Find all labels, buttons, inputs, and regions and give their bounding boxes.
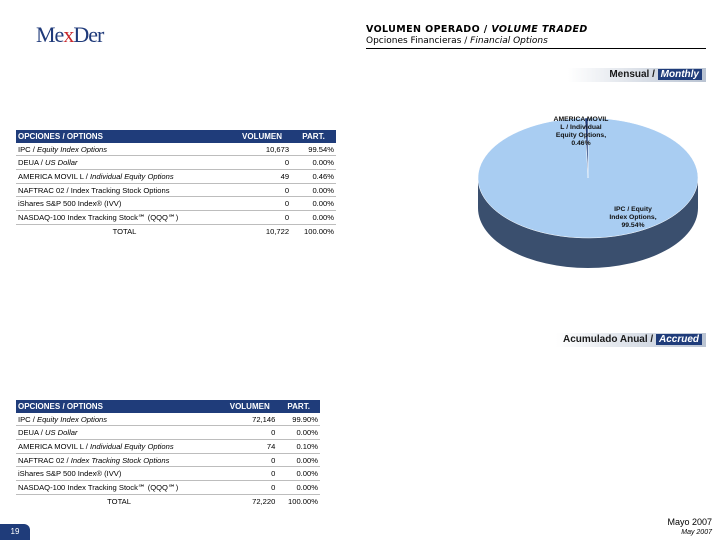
pie-label-america-movil: AMERICA MOVIL L / Individual Equity Opti… [553, 116, 609, 147]
total-volume: 10,722 [265, 226, 290, 236]
footer-date-es: Mayo 2007 [667, 517, 712, 527]
col-header-volume: VOLUMEN [232, 130, 292, 143]
option-part: 99.54% [291, 142, 336, 157]
footer-date-en: May 2007 [681, 529, 712, 536]
page-subtitle: Opciones Financieras / Financial Options [366, 36, 548, 46]
table-row: IPC / Equity Index Options 72,146 99.90% [16, 412, 320, 427]
option-part: 0.00% [291, 210, 336, 225]
total-part: 100.00% [304, 226, 334, 236]
total-volume: 72,220 [252, 496, 276, 506]
table-row: DEUA / US Dollar 0 0.00% [16, 425, 320, 441]
table-row: NAFTRAC 02 / Index Tracking Stock Option… [16, 183, 336, 198]
pie-label-ipc: IPC / Equity Index Options, 99.54% [609, 206, 657, 229]
option-part: 99.90% [277, 412, 320, 427]
col-header-options: OPCIONES / OPTIONS [16, 400, 223, 413]
option-volume: 72,146 [222, 412, 278, 427]
monthly-banner: Mensual / Monthly [568, 68, 706, 82]
option-part: 0.10% [277, 439, 320, 454]
option-part: 0.00% [277, 453, 320, 468]
table-row: NASDAQ-100 Index Tracking Stock℠ (QQQ℠) 0… [16, 480, 320, 495]
table-row: AMERICA MOVIL L / Individual Equity Opti… [16, 439, 320, 454]
total-row: TOTAL 10,722 100.00% [16, 224, 336, 237]
option-name: NASDAQ-100 Index Tracking Stock℠ (QQQ℠) [16, 480, 223, 495]
monthly-options-table: OPCIONES / OPTIONS VOLUMEN PART. IPC / E… [16, 130, 336, 238]
page-number: 19 [0, 524, 30, 540]
option-name: NASDAQ-100 Index Tracking Stock℠ (QQQ℠) [16, 210, 233, 225]
mexder-logo: MexDer [36, 22, 104, 47]
total-label: TOTAL [107, 496, 131, 506]
option-volume: 10,673 [232, 142, 292, 157]
total-label: TOTAL [112, 226, 137, 236]
option-volume: 0 [232, 183, 292, 198]
option-name: IPC / Equity Index Options [16, 412, 223, 427]
total-part: 100.00% [288, 496, 318, 506]
option-volume: 49 [232, 169, 292, 184]
option-part: 0.00% [291, 183, 336, 198]
table-row: IPC / Equity Index Options 10,673 99.54% [16, 142, 336, 157]
option-volume: 0 [222, 425, 278, 441]
accrued-banner: Acumulado Anual / Accrued [556, 333, 706, 347]
option-volume: 0 [232, 155, 292, 171]
monthly-pie-chart [477, 117, 699, 268]
table-row: iShares S&P 500 Index® (IVV) 0 0.00% [16, 466, 320, 482]
option-volume: 74 [222, 439, 278, 454]
option-name: AMERICA MOVIL L / Individual Equity Opti… [16, 439, 223, 454]
option-part: 0.00% [291, 196, 336, 212]
option-volume: 0 [222, 466, 278, 482]
option-volume: 0 [222, 453, 278, 468]
option-part: 0.00% [291, 155, 336, 171]
table-row: NAFTRAC 02 / Index Tracking Stock Option… [16, 453, 320, 468]
option-name: AMERICA MOVIL L / Individual Equity Opti… [16, 169, 233, 184]
option-part: 0.46% [291, 169, 336, 184]
col-header-options: OPCIONES / OPTIONS [16, 130, 233, 143]
pie-side [478, 178, 698, 268]
accrued-options-table: OPCIONES / OPTIONS VOLUMEN PART. IPC / E… [16, 400, 320, 508]
col-header-part: PART. [277, 400, 320, 413]
option-volume: 0 [232, 210, 292, 225]
option-name: DEUA / US Dollar [16, 155, 233, 171]
table-row: iShares S&P 500 Index® (IVV) 0 0.00% [16, 196, 336, 212]
option-part: 0.00% [277, 480, 320, 495]
total-row: TOTAL 72,220 100.00% [16, 494, 320, 507]
table-row: DEUA / US Dollar 0 0.00% [16, 155, 336, 171]
col-header-part: PART. [291, 130, 336, 143]
option-volume: 0 [222, 480, 278, 495]
table-row: NASDAQ-100 Index Tracking Stock℠ (QQQ℠) 0… [16, 210, 336, 225]
option-name: iShares S&P 500 Index® (IVV) [16, 466, 223, 482]
option-part: 0.00% [277, 466, 320, 482]
option-name: iShares S&P 500 Index® (IVV) [16, 196, 233, 212]
table-row: AMERICA MOVIL L / Individual Equity Opti… [16, 169, 336, 184]
option-part: 0.00% [277, 425, 320, 441]
pie-slice-1 [584, 117, 589, 179]
option-volume: 0 [232, 196, 292, 212]
option-name: IPC / Equity Index Options [16, 142, 233, 157]
option-name: NAFTRAC 02 / Index Tracking Stock Option… [16, 453, 223, 468]
option-name: NAFTRAC 02 / Index Tracking Stock Option… [16, 183, 233, 198]
option-name: DEUA / US Dollar [16, 425, 223, 441]
page-title: VOLUMEN OPERADO / VOLUME TRADED [366, 24, 588, 35]
col-header-volume: VOLUMEN [222, 400, 278, 413]
page-header: VOLUMEN OPERADO / VOLUME TRADED Opciones… [366, 24, 706, 49]
